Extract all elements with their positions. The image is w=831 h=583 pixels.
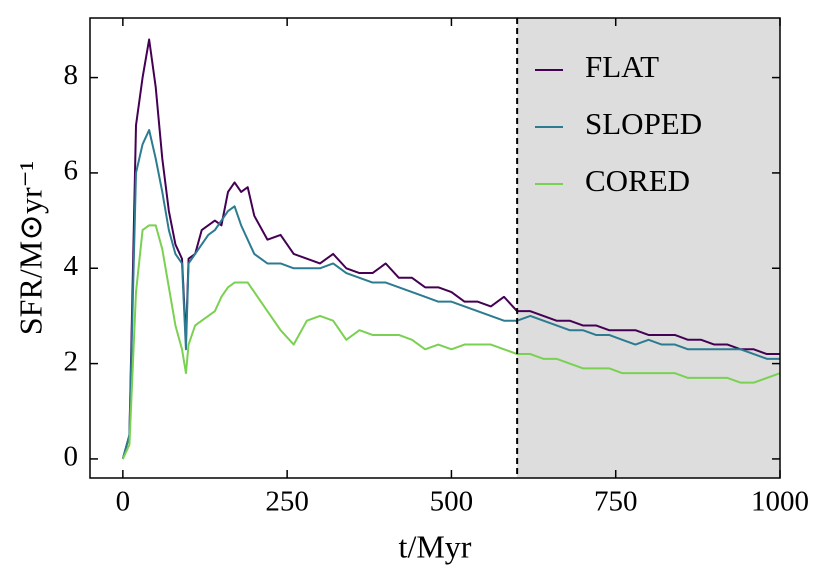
x-tick-label: 1000	[751, 486, 809, 518]
plot-frame	[89, 17, 781, 479]
y-tick-label: 4	[64, 250, 79, 282]
legend-label: CORED	[585, 163, 690, 198]
y-tick-label: 8	[64, 59, 79, 91]
x-tick-label: 750	[594, 486, 638, 518]
x-axis-label: t/Myr	[399, 528, 472, 564]
y-axis-label: SFR/M⊙yr⁻¹	[12, 161, 48, 335]
legend-label: SLOPED	[585, 106, 702, 141]
legend-label: FLAT	[585, 49, 659, 84]
x-tick-label: 500	[430, 486, 474, 518]
series-line	[121, 224, 781, 460]
y-tick-label: 2	[64, 345, 79, 377]
series-line	[121, 129, 780, 460]
y-tick-label: 6	[64, 155, 79, 187]
y-tick-label: 0	[64, 441, 79, 473]
x-tick-label: 0	[116, 486, 131, 518]
shaded-region	[517, 18, 780, 478]
x-tick-label: 250	[265, 486, 309, 518]
